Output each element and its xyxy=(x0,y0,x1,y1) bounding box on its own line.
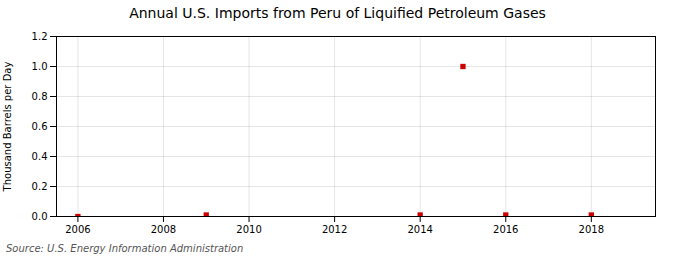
svg-text:0.0: 0.0 xyxy=(32,211,48,222)
svg-text:0.4: 0.4 xyxy=(32,151,48,162)
svg-text:0.8: 0.8 xyxy=(32,91,48,102)
svg-text:0.6: 0.6 xyxy=(32,121,48,132)
svg-text:2016: 2016 xyxy=(493,224,518,235)
svg-text:2012: 2012 xyxy=(322,224,347,235)
svg-text:2008: 2008 xyxy=(151,224,176,235)
svg-text:2014: 2014 xyxy=(407,224,432,235)
svg-text:Thousand Barrels per Day: Thousand Barrels per Day xyxy=(2,62,13,193)
svg-text:2010: 2010 xyxy=(236,224,261,235)
svg-text:2018: 2018 xyxy=(579,224,604,235)
html-text:Annual U.S. Imports from Peru: Annual U.S. Imports from Peru of Liquifi… xyxy=(129,5,546,21)
svg-text:0.2: 0.2 xyxy=(32,181,48,192)
html-text:Source: U.S. Energy Informatio: Source: U.S. Energy Information Administ… xyxy=(6,243,244,254)
svg-text:1.2: 1.2 xyxy=(32,31,48,42)
svg-text:1.0: 1.0 xyxy=(32,61,48,72)
svg-text:2006: 2006 xyxy=(65,224,90,235)
